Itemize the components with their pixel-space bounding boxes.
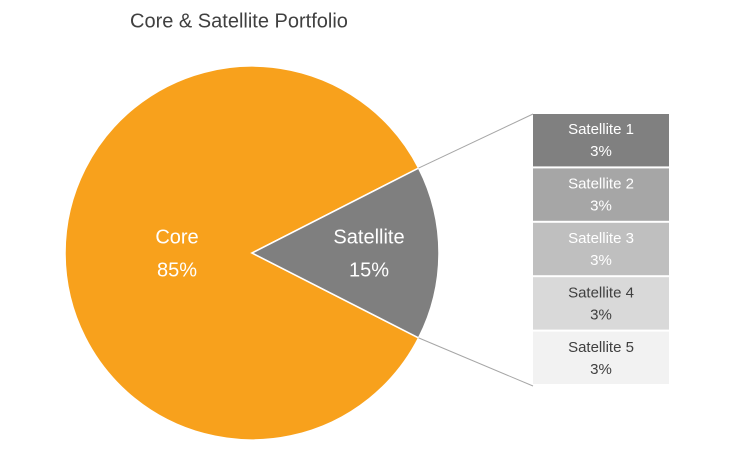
chart-title: Core & Satellite Portfolio <box>130 10 348 32</box>
bar-value: 3% <box>590 143 612 160</box>
connector-line <box>418 113 534 169</box>
breakdown-bar <box>533 114 669 167</box>
breakdown-bar <box>533 168 669 221</box>
slice-value: 15% <box>349 259 389 281</box>
breakdown-bar <box>533 331 669 384</box>
bar-value: 3% <box>590 306 612 323</box>
bar-value: 3% <box>590 252 612 269</box>
slice-value: 85% <box>157 259 197 281</box>
slice-label: Satellite <box>333 226 404 248</box>
bar-label: Satellite 2 <box>568 176 634 193</box>
pie-slice <box>64 65 420 441</box>
bar-value: 3% <box>590 361 612 378</box>
slice-label: Core <box>155 226 198 248</box>
connector-line <box>418 337 534 387</box>
pie-slice <box>250 167 440 339</box>
bar-label: Satellite 4 <box>568 284 634 301</box>
breakdown-bar <box>533 277 669 330</box>
bar-label: Satellite 3 <box>568 230 634 247</box>
bar-label: Satellite 5 <box>568 339 634 356</box>
bar-value: 3% <box>590 198 612 215</box>
bar-label: Satellite 1 <box>568 121 634 138</box>
breakdown-bar <box>533 222 669 276</box>
